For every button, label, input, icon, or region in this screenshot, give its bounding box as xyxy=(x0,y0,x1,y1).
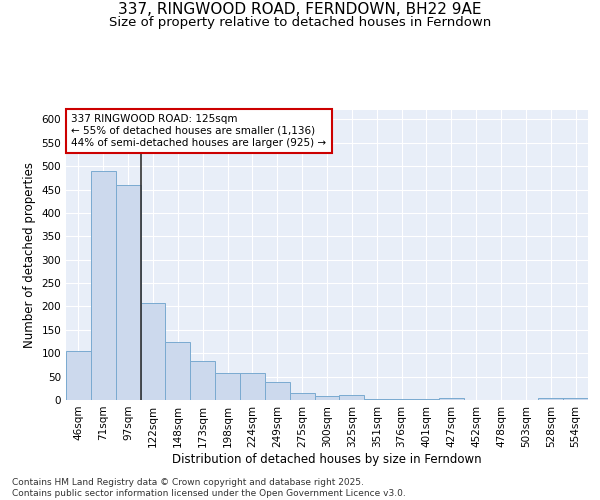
Bar xyxy=(563,398,588,400)
Bar xyxy=(439,398,464,400)
Bar xyxy=(240,373,265,400)
Bar xyxy=(414,398,439,400)
Bar xyxy=(91,171,116,400)
Text: 337 RINGWOOD ROAD: 125sqm
← 55% of detached houses are smaller (1,136)
44% of se: 337 RINGWOOD ROAD: 125sqm ← 55% of detac… xyxy=(71,114,326,148)
Bar xyxy=(340,396,364,400)
Bar xyxy=(190,361,215,400)
Text: Contains HM Land Registry data © Crown copyright and database right 2025.
Contai: Contains HM Land Registry data © Crown c… xyxy=(12,478,406,498)
Bar xyxy=(265,382,290,400)
X-axis label: Distribution of detached houses by size in Ferndown: Distribution of detached houses by size … xyxy=(172,452,482,466)
Bar xyxy=(66,351,91,400)
Bar xyxy=(215,373,240,400)
Bar xyxy=(314,396,340,400)
Bar xyxy=(166,342,190,400)
Bar xyxy=(389,398,414,400)
Bar xyxy=(364,398,389,400)
Bar xyxy=(140,303,166,400)
Bar xyxy=(116,185,140,400)
Bar xyxy=(538,398,563,400)
Text: 337, RINGWOOD ROAD, FERNDOWN, BH22 9AE: 337, RINGWOOD ROAD, FERNDOWN, BH22 9AE xyxy=(118,2,482,18)
Bar xyxy=(290,394,314,400)
Y-axis label: Number of detached properties: Number of detached properties xyxy=(23,162,36,348)
Text: Size of property relative to detached houses in Ferndown: Size of property relative to detached ho… xyxy=(109,16,491,29)
